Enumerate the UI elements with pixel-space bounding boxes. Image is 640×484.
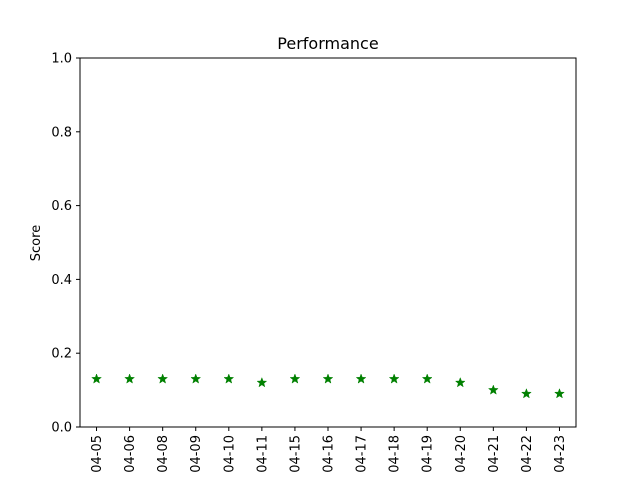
data-point-star	[454, 377, 466, 388]
chart-title: Performance	[277, 34, 378, 53]
data-point-star	[487, 384, 499, 395]
data-point-star	[520, 388, 532, 399]
x-tick-label: 04-17	[355, 435, 370, 473]
y-tick-label: 1.0	[51, 52, 72, 67]
x-tick-label: 04-09	[189, 435, 204, 473]
data-point-star	[157, 373, 169, 384]
y-tick-label: 0.6	[51, 199, 72, 214]
x-tick-label: 04-08	[156, 435, 171, 473]
data-point-star	[388, 373, 400, 384]
data-point-star	[91, 373, 102, 384]
data-point-star	[190, 373, 202, 384]
data-point-star	[322, 373, 334, 384]
y-tick-label: 0.4	[51, 273, 72, 288]
x-tick-label: 04-20	[454, 435, 469, 473]
x-tick-label: 04-19	[421, 435, 436, 473]
data-point-star	[223, 373, 235, 384]
x-tick-label: 04-22	[520, 435, 535, 473]
data-point-star	[554, 388, 565, 399]
x-tick-label: 04-21	[487, 435, 502, 473]
y-tick-label: 0.2	[51, 347, 72, 362]
data-point-star	[421, 373, 433, 384]
y-axis-label: Score	[29, 225, 44, 261]
plot-frame	[79, 57, 577, 428]
data-point-star	[289, 373, 301, 384]
x-tick-label: 04-06	[123, 435, 138, 473]
data-point-star	[256, 377, 268, 388]
data-point-star	[355, 373, 367, 384]
y-tick-label: 0.8	[51, 125, 72, 140]
x-tick-label: 04-16	[322, 435, 337, 473]
x-tick-label: 04-05	[90, 435, 105, 473]
x-tick-label: 04-11	[255, 435, 270, 473]
y-tick-label: 0.0	[51, 421, 72, 436]
x-tick-label: 04-23	[553, 435, 568, 473]
x-tick-label: 04-10	[222, 435, 237, 473]
x-tick-label: 04-15	[288, 435, 303, 473]
data-point-star	[124, 373, 136, 384]
plot-area: 0.0 0.2 0.4 0.6 0.8 1.0 04-05 04-06 04-08 04-09 04…	[51, 52, 577, 473]
x-tick-label: 04-18	[388, 435, 403, 473]
